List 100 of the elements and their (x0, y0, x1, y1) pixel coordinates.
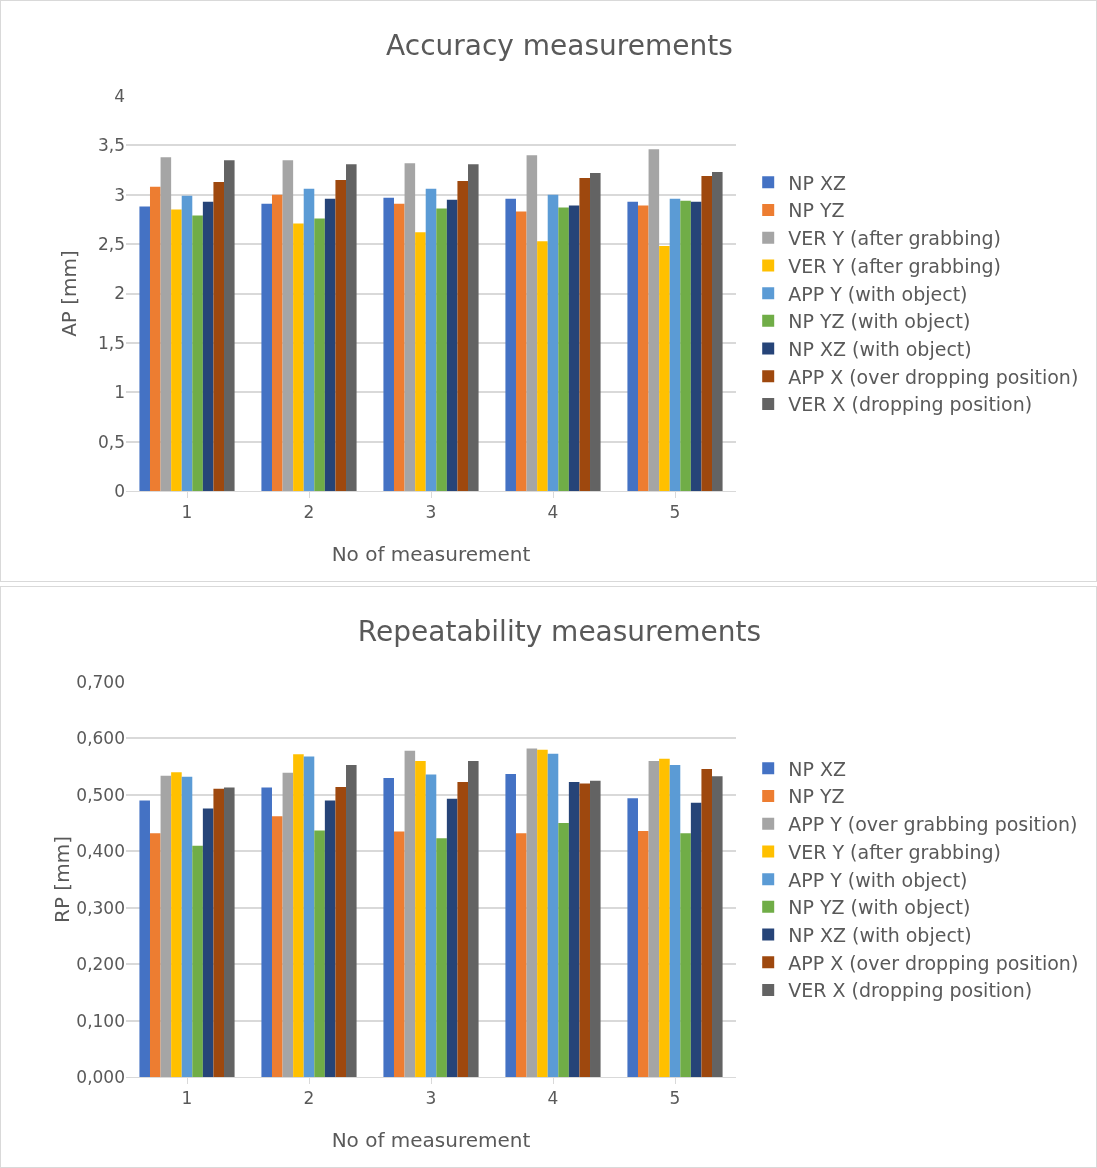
bar (637, 830, 649, 1077)
bar (669, 764, 681, 1077)
bar (415, 232, 426, 491)
x-tick-label: 5 (669, 1088, 681, 1109)
x-axis-title: No of measurement (331, 1128, 531, 1152)
bar (579, 177, 591, 491)
y-tick-label: 1 (114, 382, 125, 403)
bar (271, 194, 283, 491)
bar (192, 845, 203, 1077)
y-tick-label: 1,5 (97, 332, 125, 353)
legend-label: NP XZ (788, 171, 846, 194)
bar (712, 776, 723, 1077)
bar (568, 205, 580, 491)
bar (282, 160, 294, 491)
bar (468, 761, 479, 1077)
bar (669, 198, 681, 491)
x-axis-title: No of measurement (331, 542, 531, 566)
x-tick-label: 5 (669, 502, 681, 523)
bar (261, 787, 272, 1077)
y-axis-title: AP [mm] (57, 250, 81, 337)
bar (346, 764, 357, 1077)
y-tick-label: 0,700 (76, 671, 125, 692)
bar (324, 800, 336, 1077)
bar (547, 753, 559, 1077)
legend-label: APP Y (with object) (788, 868, 968, 891)
bar (659, 758, 670, 1077)
bar (393, 203, 405, 491)
bar (701, 768, 713, 1077)
bar (224, 160, 235, 491)
x-tick-label: 3 (425, 1088, 437, 1109)
legend-label: NP XZ (with object) (788, 923, 972, 946)
bar (192, 215, 203, 491)
legend-label: VER X (dropping position) (788, 393, 1033, 416)
bar (558, 207, 569, 491)
legend-label: NP XZ (with object) (788, 337, 972, 360)
bar (181, 776, 193, 1077)
bar (404, 163, 416, 491)
bar (648, 761, 660, 1077)
bar (659, 246, 670, 491)
bar (314, 830, 325, 1077)
bar (515, 211, 527, 491)
bar (712, 172, 723, 491)
legend-label: APP X (over dropping position) (788, 365, 1079, 388)
y-tick-label: 0 (114, 480, 125, 501)
bar (202, 201, 214, 491)
bar (224, 787, 235, 1077)
legend-label: APP Y (with object) (788, 282, 968, 305)
bar (383, 777, 394, 1077)
bar (149, 186, 161, 491)
bar (346, 164, 357, 491)
bar (271, 816, 283, 1077)
bar (648, 149, 660, 491)
bar (383, 197, 394, 491)
y-tick-label: 0,200 (76, 954, 125, 975)
bar (335, 179, 347, 491)
x-tick-label: 3 (425, 502, 437, 523)
chart-title: Accuracy measurements (386, 29, 733, 63)
bar (627, 798, 638, 1077)
legend-label: NP YZ (788, 199, 845, 222)
bar (160, 775, 172, 1077)
bar (515, 833, 527, 1077)
bar (526, 748, 538, 1077)
bar (425, 774, 437, 1077)
y-tick-label: 0,300 (76, 897, 125, 918)
legend-label: VER Y (after grabbing) (788, 254, 1001, 277)
x-tick-label: 4 (547, 502, 559, 523)
y-tick-label: 0,5 (97, 431, 125, 452)
bar (425, 188, 437, 491)
bar (404, 750, 416, 1077)
chart-title: Repeatability measurements (357, 615, 762, 649)
bar (393, 831, 405, 1077)
y-tick-label: 0,600 (76, 728, 125, 749)
bar (324, 198, 336, 491)
bar (457, 180, 469, 491)
x-tick-label: 1 (181, 502, 193, 523)
legend-label: APP X (over dropping position) (788, 951, 1079, 974)
y-tick-label: 0,000 (76, 1066, 125, 1087)
bar (436, 208, 447, 491)
bar (436, 838, 447, 1077)
x-tick-label: 2 (303, 1088, 315, 1109)
bar (468, 164, 479, 491)
bar (314, 218, 325, 491)
legend-label: NP XZ (788, 757, 846, 780)
bar (160, 157, 172, 491)
bar (303, 756, 315, 1077)
bar (558, 823, 569, 1077)
bar (139, 206, 150, 491)
legend-label: APP Y (over grabbing position) (788, 813, 1078, 836)
bar (149, 833, 161, 1077)
bar (590, 780, 601, 1077)
bar (282, 772, 294, 1077)
bar (213, 788, 225, 1077)
bar (526, 155, 538, 491)
bar (261, 203, 272, 491)
x-tick-label: 1 (181, 1088, 193, 1109)
bar (457, 781, 469, 1077)
bar (446, 798, 458, 1077)
y-tick-label: 4 (114, 85, 125, 106)
y-tick-label: 0,500 (76, 784, 125, 805)
x-tick-label: 2 (303, 502, 315, 523)
